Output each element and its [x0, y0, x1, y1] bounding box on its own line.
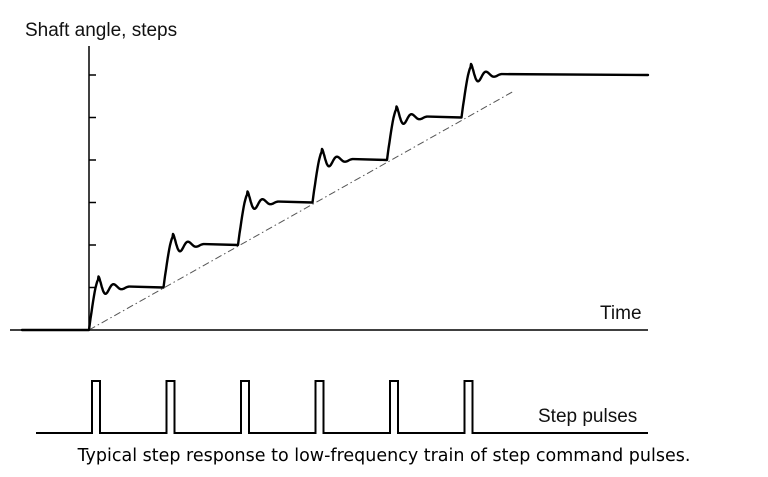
shaft-angle-curve: [20, 62, 650, 332]
y-axis-ticks: [89, 74, 96, 289]
figure-caption: Typical step response to low-frequency t…: [77, 446, 691, 466]
step-pulse-train: [36, 380, 648, 434]
y-axis-label: Shaft angle, steps: [25, 20, 177, 41]
ideal-ramp-line: [88, 90, 515, 331]
x-axis-label: Time: [600, 303, 642, 324]
step-pulses-label: Step pulses: [538, 406, 637, 427]
